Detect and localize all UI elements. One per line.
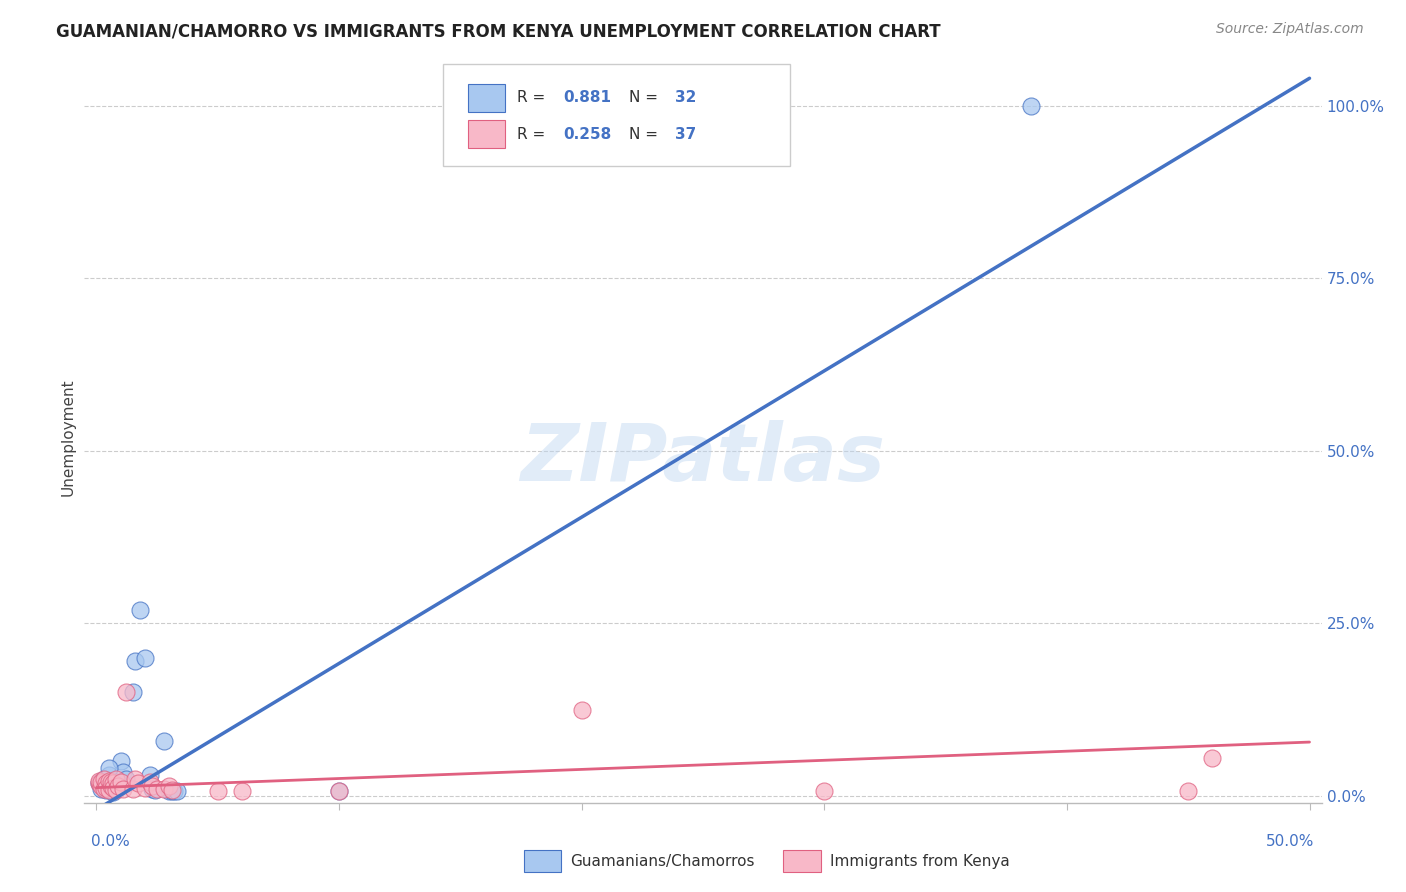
Point [153,733,176,747]
Point [103,780,125,795]
Point [114,685,136,699]
Point [97,779,120,793]
Point [122,685,145,699]
Text: 50.0%: 50.0% [1267,834,1315,849]
Text: N =: N = [628,90,662,105]
Point [104,780,127,795]
Text: 37: 37 [675,127,696,142]
Point [103,785,125,799]
Point [100,782,122,797]
Point [134,651,156,665]
Point [127,776,149,790]
Point [139,775,162,789]
Point [112,764,135,779]
Point [87,776,110,790]
Point [129,602,152,616]
Point [97,761,120,775]
Point [90,782,112,797]
Point [96,780,118,795]
Point [104,772,127,786]
Point [110,755,132,769]
Text: 32: 32 [675,90,696,105]
Point [93,782,115,797]
Y-axis label: Unemployment: Unemployment [60,378,76,496]
Point [1201,751,1223,765]
Bar [783,850,821,872]
Text: ZIPatlas: ZIPatlas [520,420,886,498]
Point [103,773,125,788]
Point [122,782,145,797]
Point [153,782,176,797]
Text: 0.258: 0.258 [564,127,612,142]
Point [87,773,110,788]
Point [114,772,136,786]
Point [110,775,132,789]
Point [90,779,112,793]
Point [160,784,183,798]
FancyBboxPatch shape [443,64,790,167]
Point [328,784,350,798]
Point [157,779,180,793]
Bar [468,84,505,112]
Point [1177,784,1199,798]
Point [157,784,180,798]
Text: Immigrants from Kenya: Immigrants from Kenya [831,854,1010,869]
Point [90,773,112,788]
Text: R =: R = [517,127,551,142]
Point [1019,99,1042,113]
Point [141,782,163,797]
Point [100,779,122,793]
Point [124,654,146,668]
Point [139,768,162,782]
Text: N =: N = [628,127,662,142]
Point [97,768,120,782]
Point [328,784,350,798]
Point [104,783,127,797]
Point [96,783,118,797]
Point [207,784,229,798]
Point [143,783,166,797]
Text: R =: R = [517,90,551,105]
Text: GUAMANIAN/CHAMORRO VS IMMIGRANTS FROM KENYA UNEMPLOYMENT CORRELATION CHART: GUAMANIAN/CHAMORRO VS IMMIGRANTS FROM KE… [56,22,941,40]
Point [93,772,115,786]
Text: Guamanians/Chamorros: Guamanians/Chamorros [571,854,755,869]
Point [96,775,118,789]
Point [97,783,120,797]
Point [124,772,146,786]
Point [97,773,120,788]
Point [103,776,125,790]
Point [93,772,115,786]
Point [93,780,115,795]
Point [813,784,835,798]
Point [163,784,186,798]
Point [166,784,188,798]
Point [134,780,156,795]
Point [107,779,129,793]
Point [96,776,118,790]
Point [141,779,163,793]
Point [112,782,135,797]
Bar [523,850,561,872]
Point [231,784,253,798]
Point [146,782,169,797]
Point [100,775,122,789]
Point [160,783,183,797]
Point [100,776,122,790]
Point [90,775,112,789]
Bar [468,120,505,148]
Text: Source: ZipAtlas.com: Source: ZipAtlas.com [1216,22,1364,37]
Text: 0.0%: 0.0% [91,834,131,849]
Point [87,776,110,790]
Text: 0.881: 0.881 [564,90,612,105]
Point [571,703,593,717]
